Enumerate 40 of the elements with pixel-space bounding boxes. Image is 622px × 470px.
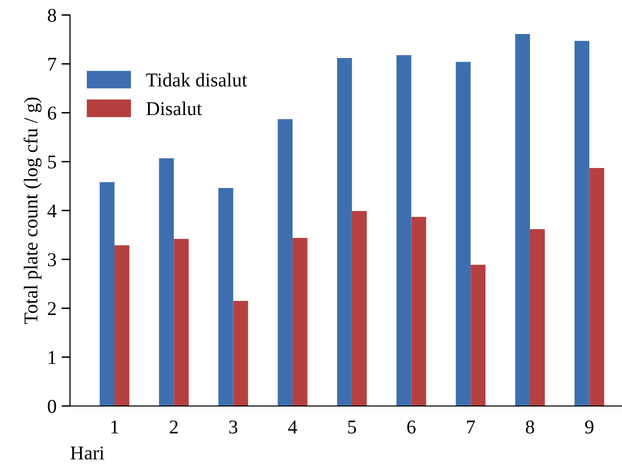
bar	[589, 168, 604, 406]
y-tick-label: 2	[48, 302, 56, 315]
bar	[218, 188, 234, 406]
y-tick-label: 3	[48, 253, 56, 266]
y-tick-label: 5	[48, 156, 56, 169]
bar	[396, 55, 412, 406]
y-axis-title: Total plate count (log cfu / g)	[24, 98, 42, 324]
bar	[114, 245, 130, 406]
bar	[233, 300, 248, 406]
y-tick-label: 0	[48, 400, 56, 413]
y-tick-label: 7	[48, 58, 56, 71]
bar	[530, 229, 545, 406]
x-tick-label: 7	[467, 420, 475, 434]
bar	[470, 264, 486, 406]
x-tick-label: 1	[111, 420, 118, 434]
y-tick-label: 8	[48, 8, 56, 22]
bar	[292, 238, 308, 406]
bar	[515, 34, 530, 406]
x-tick-label: 2	[170, 420, 178, 434]
bar	[411, 216, 426, 406]
bar	[100, 182, 115, 406]
x-tick-label: 5	[348, 420, 356, 434]
bar	[352, 210, 367, 406]
bar	[574, 40, 590, 406]
x-tick-label: 8	[526, 420, 534, 434]
y-tick-label: 6	[48, 106, 56, 120]
bar	[456, 62, 471, 406]
bar	[337, 58, 352, 406]
legend-label: Disalut	[146, 102, 202, 116]
legend-label: Tidak disalut	[146, 72, 248, 87]
bar	[278, 119, 293, 406]
x-tick-label: 3	[229, 420, 238, 434]
y-tick-label: 1	[48, 351, 56, 364]
x-tick-label: 9	[585, 420, 594, 434]
bar	[159, 158, 174, 406]
x-tick-label: 4	[288, 420, 298, 434]
x-tick-label: 6	[407, 420, 416, 434]
x-axis-title: Hari	[70, 446, 104, 460]
y-tick-label: 4	[47, 204, 56, 218]
bar	[174, 238, 189, 406]
